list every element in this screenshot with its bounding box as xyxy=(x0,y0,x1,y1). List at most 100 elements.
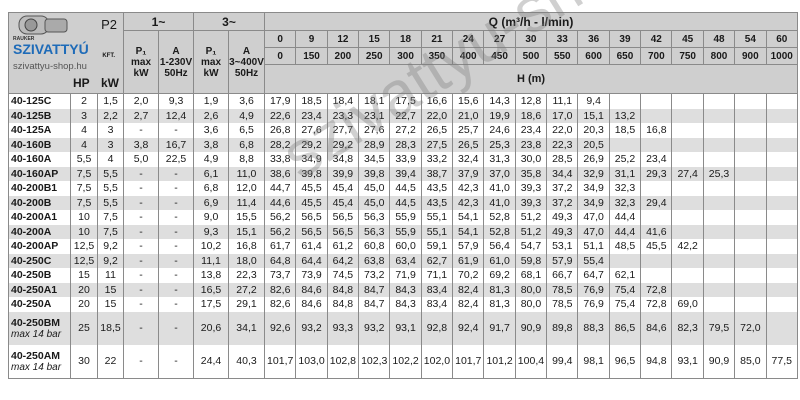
head-cell: 32,4 xyxy=(452,152,485,167)
p1-1-cell: - xyxy=(123,344,160,379)
head-cell: 84,6 xyxy=(640,311,673,345)
head-cell: 55,4 xyxy=(577,253,610,268)
head-cell: 27,6 xyxy=(295,123,328,138)
head-cell: 45,0 xyxy=(358,181,391,196)
head-cell: 93,3 xyxy=(326,311,360,345)
pump-performance-table: RAUKER SZIVATTYÚ P2 KFT. szivattyu-shop.… xyxy=(7,12,799,379)
head-cell: 88,3 xyxy=(577,311,610,345)
table-row: 40-200AP 12,5 9,2- -10,2 16,8 61,7 61,4 61,2 60,… xyxy=(8,239,799,254)
head-cell xyxy=(608,137,642,152)
head-cell: 32,3 xyxy=(608,181,642,196)
head-cell: 44,4 xyxy=(608,224,642,239)
flow-header: Q (m³/h - l/min) xyxy=(264,12,798,31)
kw-cell: 18,5 xyxy=(96,311,125,345)
head-cell: 64,8 xyxy=(264,253,297,268)
head-cell: 73,9 xyxy=(295,268,328,283)
flow-lmin-header: 1000 xyxy=(765,47,799,65)
p1-1-cell: 5,0 xyxy=(123,152,160,167)
flow-m3h-header: 21 xyxy=(420,30,454,48)
a-1-cell: 22,5 xyxy=(158,152,195,167)
a-3-cell: 3,6 xyxy=(228,93,266,109)
head-cell: 69,2 xyxy=(483,268,516,283)
head-cell: 45,5 xyxy=(640,239,673,254)
hp-cell: 20 xyxy=(70,282,98,297)
head-cell: 16,8 xyxy=(640,123,673,138)
head-cell: 27,4 xyxy=(671,166,704,181)
head-cell xyxy=(734,268,767,283)
kw-header: kW xyxy=(101,76,119,90)
p1-3-cell: 6,1 xyxy=(193,166,230,181)
flow-lmin-header: 0 xyxy=(264,47,297,65)
a-1-cell: - xyxy=(158,123,195,138)
model-cell: 40-250B xyxy=(8,268,71,283)
hp-cell: 7,5 xyxy=(70,181,98,196)
head-cell xyxy=(702,282,736,297)
head-cell xyxy=(702,210,736,225)
p1-3-cell: 10,2 xyxy=(193,239,230,254)
logo-header-cell: RAUKER SZIVATTYÚ P2 KFT. szivattyu-shop.… xyxy=(7,12,125,94)
p1-3-cell: 16,5 xyxy=(193,282,230,297)
head-cell: 22,7 xyxy=(389,108,422,123)
head-cell: 101,7 xyxy=(264,344,297,379)
p1-1-cell: - xyxy=(123,181,160,196)
flow-lmin-header: 250 xyxy=(358,47,391,65)
head-cell: 45,4 xyxy=(326,195,360,210)
flow-m3h-header: 24 xyxy=(452,30,485,48)
head-cell: 56,3 xyxy=(358,210,391,225)
head-cell xyxy=(765,123,799,138)
a-3-cell: 6,8 xyxy=(228,137,266,152)
head-cell xyxy=(765,297,799,312)
head-cell: 99,4 xyxy=(546,344,579,379)
svg-text:SZIVATTYÚ: SZIVATTYÚ xyxy=(13,40,89,57)
three-phase-header: 3~ xyxy=(193,12,266,31)
head-cell: 26,8 xyxy=(264,123,297,138)
p1-1-cell: - xyxy=(123,282,160,297)
head-cell: 78,5 xyxy=(546,282,579,297)
head-cell xyxy=(640,181,673,196)
head-cell: 84,3 xyxy=(389,282,422,297)
head-cell: 34,4 xyxy=(546,166,579,181)
head-cell xyxy=(702,137,736,152)
head-cell xyxy=(671,181,704,196)
head-cell: 84,6 xyxy=(295,282,328,297)
head-cell: 28,5 xyxy=(546,152,579,167)
head-cell: 44,5 xyxy=(389,181,422,196)
head-cell: 56,5 xyxy=(326,210,360,225)
hp-cell: 30 xyxy=(70,344,98,379)
head-cell: 85,0 xyxy=(734,344,767,379)
head-cell: 34,8 xyxy=(326,152,360,167)
head-cell: 42,2 xyxy=(671,239,704,254)
p1-1-cell: - xyxy=(123,195,160,210)
head-cell: 57,9 xyxy=(452,239,485,254)
pressure-note: max 14 bar xyxy=(11,328,62,340)
p1-3-cell: 2,6 xyxy=(193,108,230,123)
head-cell: 49,3 xyxy=(546,210,579,225)
head-cell xyxy=(671,282,704,297)
model-cell: 40-200B xyxy=(8,195,71,210)
head-cell: 20,5 xyxy=(577,137,610,152)
p1-3-cell: 9,3 xyxy=(193,224,230,239)
table-row: 40-250AM max 14 bar 30 22- -24,4 40,3 101,7 103… xyxy=(8,344,799,379)
head-cell: 83,4 xyxy=(420,282,454,297)
head-cell xyxy=(671,93,704,109)
flow-m3h-header: 48 xyxy=(702,30,736,48)
flow-lmin-header: 500 xyxy=(514,47,548,65)
head-cell: 55,9 xyxy=(389,224,422,239)
head-cell xyxy=(640,108,673,123)
head-cell: 17,0 xyxy=(546,108,579,123)
head-cell: 71,9 xyxy=(389,268,422,283)
table-row: 40-200B 7,5 5,5- -6,9 11,4 44,6 45,5 45,4 45,0 44… xyxy=(8,195,799,210)
head-cell: 72,8 xyxy=(640,297,673,312)
head-cell: 39,8 xyxy=(295,166,328,181)
head-cell: 51,2 xyxy=(514,210,548,225)
head-cell: 96,5 xyxy=(608,344,642,379)
head-cell: 59,1 xyxy=(420,239,454,254)
table-row: 40-250A 20 15- -17,5 29,1 82,6 84,6 84,8 84,7 84,… xyxy=(8,297,799,312)
head-cell xyxy=(734,123,767,138)
head-cell: 93,2 xyxy=(358,311,391,345)
p1-3-cell: 24,4 xyxy=(193,344,230,379)
kw-cell: 3 xyxy=(96,137,125,152)
logo-suffix: KFT. xyxy=(102,53,116,59)
head-cell: 23,3 xyxy=(326,108,360,123)
head-cell: 100,4 xyxy=(514,344,548,379)
